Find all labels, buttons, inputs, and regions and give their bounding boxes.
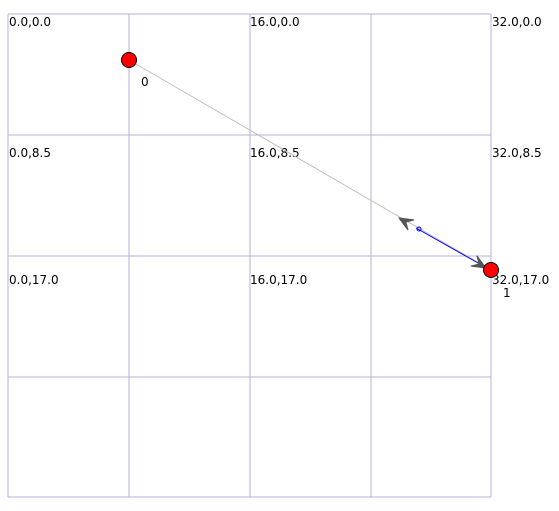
coordinate-label: 0.0,0.0 — [9, 15, 51, 29]
coordinate-label: 16.0,8.5 — [250, 146, 300, 160]
coordinate-label: 0.0,8.5 — [9, 146, 51, 160]
nodes: 01 — [121, 52, 511, 300]
coordinate-labels: 0.0,0.0 16.0,0.0 32.0,0.0 0.0,8.5 16.0,8.5 32… — [9, 15, 549, 287]
node-label-0: 0 — [141, 75, 149, 89]
edge-midpoint-marker — [416, 226, 422, 232]
coordinate-label: 0.0,17.0 — [9, 273, 59, 287]
arrowhead-toward-1 — [470, 255, 488, 269]
edge-0-to-1 — [128, 59, 492, 271]
grid — [7, 13, 492, 498]
edge-1-to-0-active — [415, 227, 488, 269]
coordinate-label: 32.0,8.5 — [492, 146, 542, 160]
node-label-1: 1 — [503, 286, 511, 300]
edges — [128, 59, 492, 271]
coordinate-label: 32.0,17.0 — [492, 273, 549, 287]
coordinate-label: 16.0,17.0 — [250, 273, 307, 287]
arrowhead-toward-0 — [397, 217, 415, 231]
coordinate-label: 16.0,0.0 — [250, 15, 300, 29]
coordinate-label: 32.0,0.0 — [492, 15, 542, 29]
node-0[interactable] — [121, 52, 137, 68]
node-1[interactable] — [483, 262, 499, 278]
